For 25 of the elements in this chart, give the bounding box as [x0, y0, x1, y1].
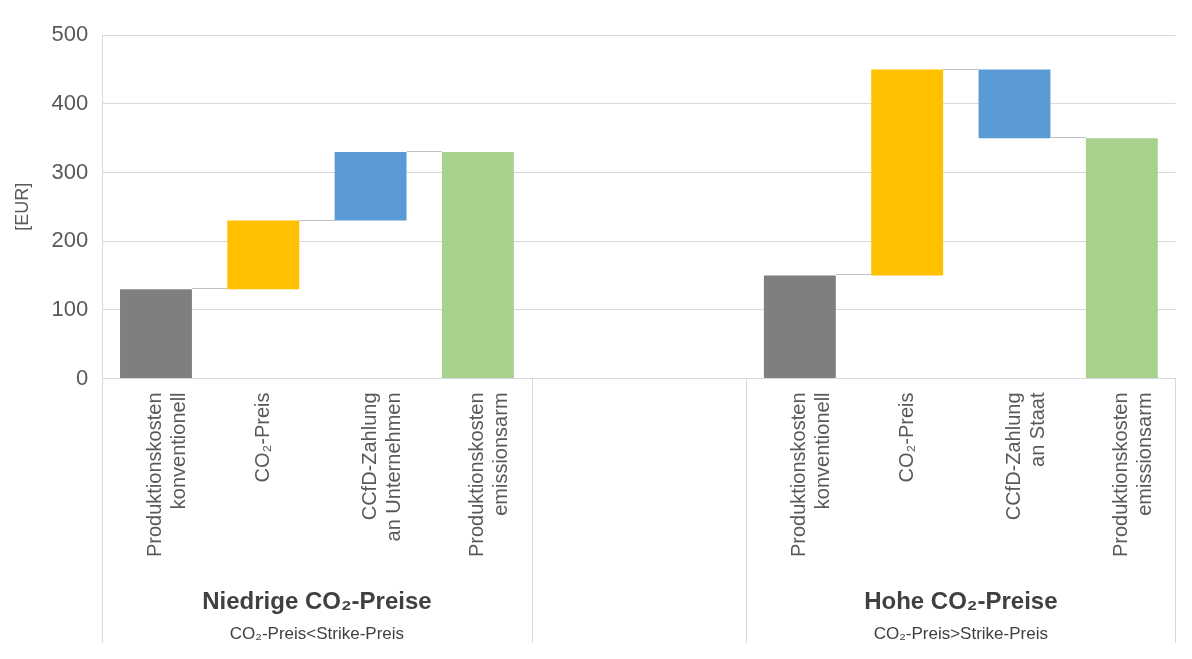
y-tick-label: 400: [51, 89, 89, 115]
y-tick-label: 0: [76, 364, 89, 390]
y-tick-label: 300: [51, 158, 89, 184]
y-tick-label: 200: [51, 227, 89, 253]
bar: [1085, 138, 1158, 378]
x-tick-label: CCfD-Zahlung an Staat: [1002, 392, 1048, 521]
bar: [441, 151, 514, 378]
bar: [120, 289, 192, 378]
x-tick-label: Produktionskosten konventionell: [787, 392, 834, 558]
x-tick-label: CO₂-Preis: [894, 392, 917, 483]
x-tick-label: CCfD-Zahlung an Unternehmen: [358, 392, 405, 542]
text: Hohe CO₂-Preise: [864, 587, 1058, 614]
y-axis-title: [EUR]: [11, 182, 32, 231]
bar: [227, 220, 300, 290]
y-tick-label: 100: [51, 295, 89, 321]
y-tick-label: 500: [51, 21, 89, 47]
bar: [871, 69, 944, 276]
x-tick-label: CO₂-Preis: [250, 392, 273, 483]
x-tick-label: Produktionskosten konventionell: [143, 392, 190, 558]
bar: [763, 275, 836, 378]
text: CO₂-Preis<Strike-Preis: [229, 624, 405, 643]
text: CO₂-Preis>Strike-Preis: [873, 624, 1048, 643]
text: Niedrige CO₂-Preise: [202, 587, 432, 614]
bar: [334, 151, 407, 221]
bar: [978, 69, 1051, 139]
